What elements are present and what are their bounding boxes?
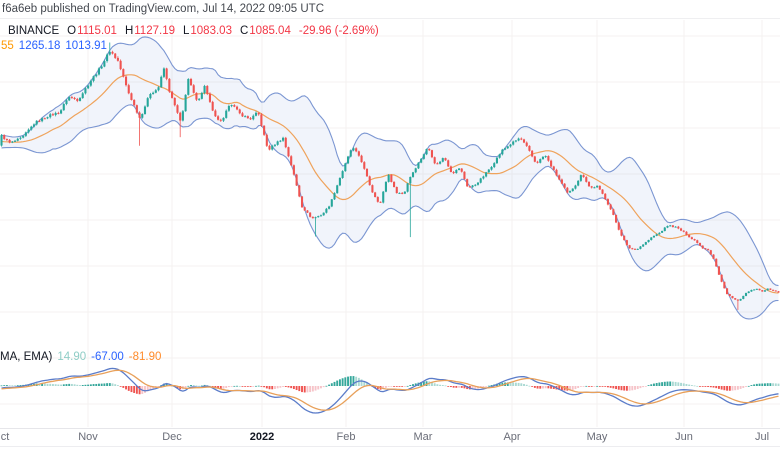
bb-basis-value: 55 [1,40,14,52]
open-label: O [67,25,77,37]
axis-label: Dec [162,431,182,443]
axis-label: Apr [503,431,521,443]
close-label: C [239,25,249,37]
exchange-label: BINANCE [8,25,60,37]
axis-label: Feb [336,431,356,443]
bb-lower-value: 1013.91 [65,40,107,52]
publish-text: f6a6eb published on TradingView.com, Jul… [2,3,324,15]
high-label: H [124,25,134,37]
bollinger-upper [1,36,779,287]
axis-label: May [586,431,608,443]
axis-label: Nov [78,431,98,443]
bollinger-lower [1,104,779,320]
macd-signal-line [1,369,779,411]
axis-label: Jun [675,431,693,443]
time-axis[interactable]: ct Nov Dec 2022 Feb Mar Apr May Jun Jul [0,428,780,447]
price-pane [0,36,780,320]
candles [0,42,780,310]
low-value: 1083.03 [190,25,232,37]
close-value: 1085.04 [249,25,291,37]
macd-line [1,367,779,414]
change-value: -29.96 (-2.69%) [298,25,379,37]
bollinger-legend[interactable]: 55 1265.18 1013.91 [1,40,112,52]
macd-line-value: -67.00 [91,351,124,363]
axis-label: Jul [754,431,770,443]
macd-histogram [0,376,780,395]
macd-signal-value: -81.90 [128,351,162,363]
publish-bar: f6a6eb published on TradingView.com, Jul… [0,0,780,19]
macd-label: MA, EMA) [0,351,53,363]
axis-label: ct [0,431,10,443]
open-value: 1115.01 [77,25,117,37]
low-label: L [182,25,190,37]
symbol-legend[interactable]: BINANCE O1115.01 H1127.19 L1083.03 C1085.04-… [8,25,384,37]
axis-label: 2022 [249,431,275,443]
high-value: 1127.19 [134,25,175,37]
bollinger-basis [1,74,779,294]
bb-upper-value: 1265.18 [18,40,61,52]
axis-label: Mar [413,431,433,443]
gridlines [0,20,780,427]
bollinger-fill [1,36,779,319]
macd-hist-value: 14.90 [57,351,87,363]
macd-pane [0,367,780,414]
macd-legend[interactable]: MA, EMA) 14.90 -67.00 -81.90 [0,351,166,363]
